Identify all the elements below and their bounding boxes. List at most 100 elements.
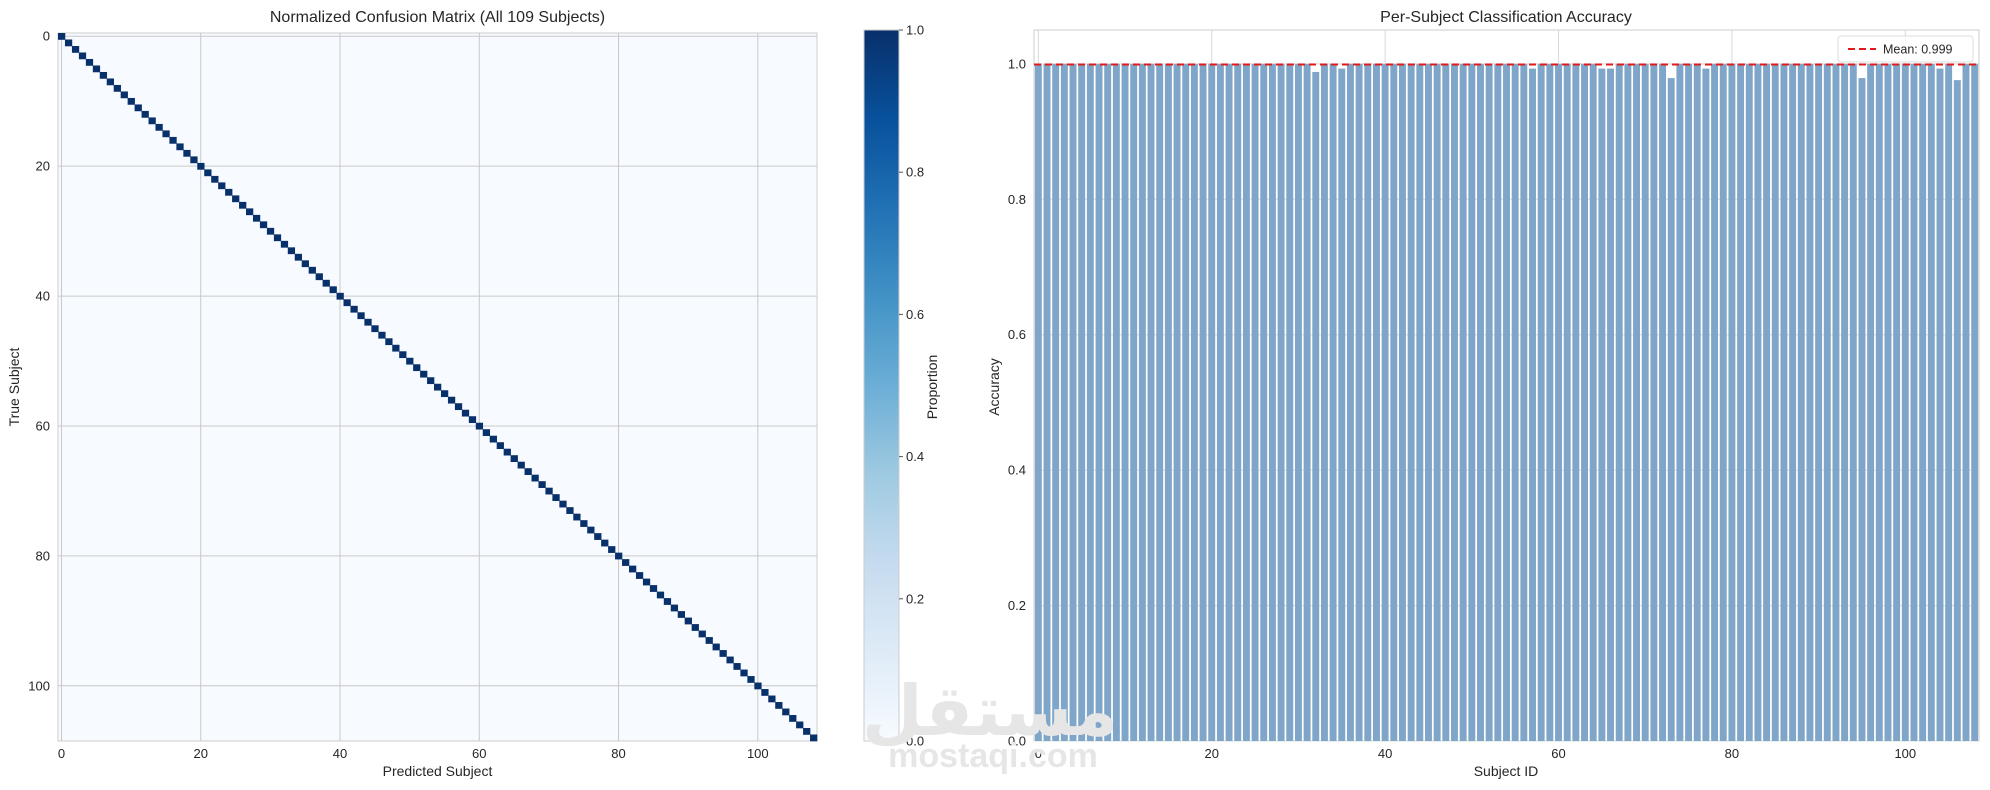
cm-cell-diagonal	[531, 474, 539, 482]
cm-cell-diagonal	[287, 247, 296, 255]
cm-x-tick-label: 20	[194, 746, 208, 761]
cm-cell-diagonal	[218, 182, 226, 190]
cm-cell-diagonal	[705, 637, 713, 644]
cm-title: Normalized Confusion Matrix (All 109 Sub…	[270, 9, 605, 26]
accuracy-bar	[1884, 63, 1892, 742]
cm-x-tick-label: 40	[333, 746, 347, 761]
colorbar-tick-label: 0.4	[906, 449, 924, 464]
accuracy-bar	[1095, 63, 1103, 742]
cm-cell-diagonal	[99, 71, 108, 79]
accuracy-bar	[1329, 63, 1337, 742]
cm-cell-diagonal	[608, 546, 616, 553]
cm-cell-diagonal	[712, 643, 720, 651]
cm-cell-diagonal	[85, 58, 94, 66]
colorbar: 0.0 0.2 0.4 0.6 0.8 1.0 Proportion	[863, 23, 940, 749]
cm-cell-diagonal	[496, 442, 504, 450]
accuracy-bar	[1771, 63, 1779, 742]
cm-y-tick-label: 0	[43, 29, 50, 44]
accuracy-bar	[1598, 68, 1606, 741]
accuracy-bar	[1511, 63, 1519, 742]
accuracy-bar	[1060, 63, 1068, 742]
accuracy-bar	[1711, 63, 1719, 742]
accuracy-bar	[1745, 63, 1753, 742]
cm-cell-diagonal	[587, 526, 595, 534]
cm-cell-diagonal	[447, 396, 456, 404]
cm-cell-diagonal	[726, 656, 734, 664]
accuracy-bar	[1234, 63, 1242, 742]
accuracy-bar	[1789, 63, 1797, 742]
accuracy-bar	[1182, 63, 1190, 742]
accuracy-bar	[1121, 63, 1129, 742]
accuracy-bar	[1919, 63, 1927, 742]
accuracy-bar	[1078, 63, 1086, 742]
cm-cell-diagonal	[503, 448, 511, 456]
cm-cell-diagonal	[803, 728, 811, 735]
cm-cell-diagonal	[239, 201, 247, 209]
cm-cell-diagonal	[301, 260, 309, 268]
accuracy-bar-panel: Per-Subject Classification Accuracy 0 20 4…	[986, 9, 1980, 779]
cm-x-axis-label: Predicted Subject	[383, 763, 493, 779]
cm-cell-diagonal	[127, 97, 135, 105]
cm-cell-diagonal	[357, 312, 365, 320]
accuracy-bar	[1199, 63, 1207, 742]
cm-cell-diagonal	[677, 611, 685, 618]
accuracy-bar	[1433, 63, 1441, 742]
watermark-latin: mostaqi.com	[888, 737, 1098, 775]
cm-cell-diagonal	[211, 175, 219, 183]
bar-x-tick-label: 80	[1725, 746, 1739, 761]
cm-cell-diagonal	[468, 416, 477, 424]
cm-cell-diagonal	[719, 650, 727, 657]
bar-y-tick-label: 0.8	[1008, 192, 1026, 207]
cm-cell-diagonal	[684, 617, 692, 625]
cm-cell-diagonal	[71, 45, 80, 53]
cm-cell-diagonal	[392, 344, 400, 352]
colorbar-tick-label: 0.0	[906, 734, 924, 749]
bar-x-axis-label: Subject ID	[1474, 763, 1539, 779]
colorbar-label: Proportion	[924, 355, 940, 420]
colorbar-tick-label: 0.8	[906, 165, 924, 180]
cm-cell-diagonal	[343, 299, 351, 307]
cm-cell-diagonal	[434, 383, 442, 391]
cm-cell-diagonal	[169, 136, 177, 144]
bar-y-tick-label: 0.2	[1008, 598, 1026, 613]
accuracy-bar	[1225, 63, 1233, 742]
accuracy-bar	[1685, 63, 1693, 742]
accuracy-bar	[1546, 63, 1554, 742]
colorbar-ticks: 0.0 0.2 0.4 0.6 0.8 1.0	[899, 23, 924, 749]
cm-cell-diagonal	[566, 507, 574, 514]
accuracy-bar	[1442, 63, 1450, 742]
accuracy-bar	[1754, 63, 1762, 742]
bar-x-tick-label: 40	[1378, 746, 1392, 761]
cm-cell-diagonal	[259, 221, 268, 229]
accuracy-bar	[1529, 68, 1536, 741]
cm-cell-diagonal	[78, 52, 87, 60]
cm-cell-diagonal	[789, 715, 797, 722]
cm-cell-diagonal	[420, 370, 428, 378]
cm-cell-diagonal	[740, 669, 748, 677]
accuracy-bar	[1633, 63, 1641, 742]
bar-y-tick-label: 0.4	[1008, 463, 1026, 478]
cm-cell-diagonal	[747, 676, 755, 683]
cm-x-ticks: 0 20 40 60 80 100	[58, 746, 769, 761]
cm-cell-diagonal	[378, 331, 386, 339]
cm-cell-diagonal	[775, 702, 783, 709]
accuracy-bar	[1815, 63, 1823, 742]
cm-cell-diagonal	[148, 117, 156, 125]
cm-cell-diagonal	[120, 91, 128, 99]
cm-cell-diagonal	[155, 123, 163, 131]
cm-cell-diagonal	[559, 500, 567, 508]
cm-cell-diagonal	[308, 266, 316, 274]
accuracy-bar	[1607, 68, 1615, 741]
cm-cell-diagonal	[782, 708, 790, 716]
accuracy-bar	[1893, 63, 1901, 742]
cm-y-axis-label: True Subject	[6, 347, 22, 426]
cm-cell-diagonal	[754, 682, 762, 690]
cm-cell-diagonal	[58, 33, 66, 40]
bar-x-tick-label: 60	[1551, 746, 1565, 761]
accuracy-bar	[1216, 63, 1224, 742]
accuracy-bar	[1945, 63, 1953, 742]
accuracy-bar	[1459, 63, 1467, 742]
cm-cell-diagonal	[322, 279, 330, 287]
accuracy-bar	[1737, 63, 1745, 742]
